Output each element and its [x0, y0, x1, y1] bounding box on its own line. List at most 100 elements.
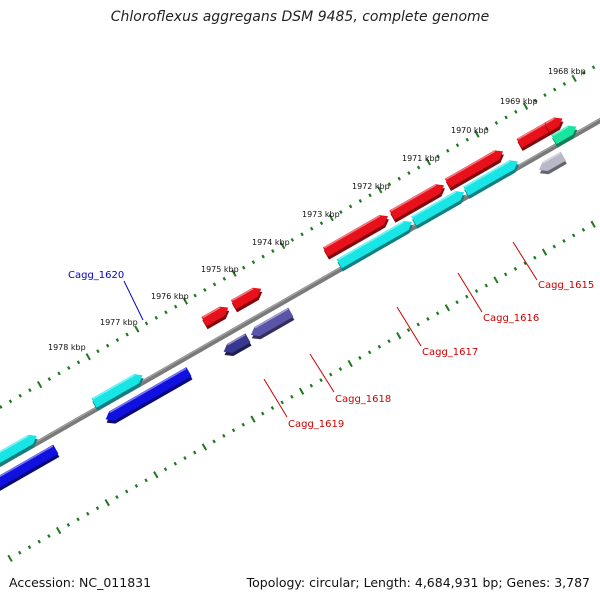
- scale-tick: [591, 65, 596, 70]
- gene-label-leader: [309, 353, 335, 393]
- gene-label: Cagg_1619: [288, 419, 344, 430]
- gene-arrow-body: [551, 125, 577, 145]
- scale-tick: [407, 171, 411, 176]
- gene-arrow-body: [230, 287, 262, 310]
- gene-arrow-body: [223, 333, 251, 353]
- scale-tick: [319, 221, 324, 226]
- gene-arrow-body: [201, 306, 229, 327]
- gene-arrow-highlight: [231, 287, 254, 302]
- scale-tick: [300, 232, 304, 237]
- scale-tick: [27, 545, 32, 550]
- scale-tick: [47, 377, 52, 381]
- scale-tick: [494, 121, 499, 125]
- gene-arrow-highlight: [464, 160, 511, 188]
- scale-tick: [533, 98, 537, 103]
- scale-tick: [426, 316, 430, 321]
- gene-arrow: [105, 367, 193, 424]
- scale-tick: [347, 359, 353, 368]
- scale-tick: [212, 282, 217, 287]
- gene-arrow-highlight: [337, 221, 405, 261]
- scale-tick: [37, 539, 41, 544]
- gene-arrow-highlight: [323, 215, 381, 249]
- scale-tick: [144, 478, 148, 483]
- scale-tick: [222, 433, 226, 438]
- scale-tick: [201, 443, 208, 451]
- scale-tick: [173, 461, 178, 466]
- scale-tick: [523, 261, 527, 266]
- scale-tick: [193, 293, 197, 298]
- scale-tick: [279, 241, 286, 250]
- upper-scale-track: [0, 65, 596, 409]
- scale-tick: [261, 254, 265, 259]
- scale-tick: [504, 115, 508, 120]
- scale-tick: [153, 471, 159, 479]
- scale-tick: [319, 378, 323, 383]
- scale-label: 1977 kbp: [100, 318, 138, 327]
- scale-tick: [474, 130, 480, 138]
- gene-arrow: [223, 333, 252, 357]
- gene-arrow: [336, 220, 414, 272]
- scale-tick: [250, 415, 256, 423]
- scale-tick: [183, 456, 187, 461]
- scale-tick: [231, 269, 237, 277]
- scale-tick: [493, 276, 499, 284]
- gene-label-leader: [396, 306, 422, 347]
- scale-tick: [309, 226, 314, 231]
- scale-tick: [484, 283, 488, 288]
- scale-tick: [396, 331, 402, 340]
- gene-label: Cagg_1615: [538, 280, 594, 291]
- gene-arrow: [0, 434, 38, 467]
- gene-arrow: [230, 287, 263, 313]
- gene-arrow-highlight: [412, 191, 457, 218]
- scale-tick: [241, 265, 246, 270]
- scale-tick: [241, 422, 246, 427]
- gene-arrow-highlight: [227, 334, 246, 346]
- scale-tick: [358, 198, 363, 203]
- scale-tick: [484, 126, 489, 131]
- scale-tick: [163, 467, 168, 472]
- scale-tick: [446, 148, 450, 153]
- scale-tick: [47, 534, 51, 538]
- scale-tick: [328, 372, 333, 377]
- gene-arrow: [444, 150, 504, 191]
- scale-tick: [251, 260, 256, 265]
- gene-arrow-highlight: [445, 150, 496, 180]
- scale-tick: [377, 344, 382, 349]
- gene-label: Cagg_1618: [335, 394, 391, 405]
- scale-tick: [86, 511, 90, 516]
- gene-arrow: [544, 117, 564, 136]
- gene-label-leader: [123, 280, 144, 321]
- scale-tick: [18, 393, 22, 398]
- scale-tick: [271, 249, 275, 253]
- gene-arrow: [551, 125, 578, 148]
- scale-tick: [465, 294, 469, 299]
- scale-tick: [182, 297, 189, 305]
- scale-tick: [66, 522, 71, 527]
- scale-tick: [358, 355, 362, 360]
- gene-arrow-highlight: [202, 306, 221, 319]
- gene-arrow: [463, 160, 519, 199]
- scale-tick: [416, 322, 420, 327]
- scale-tick: [562, 239, 566, 243]
- scale-label: 1970 kbp: [451, 126, 489, 135]
- gene-arrow: [322, 215, 389, 260]
- scale-tick: [435, 311, 440, 316]
- scale-label: 1972 kbp: [352, 182, 390, 191]
- gene-label: Cagg_1617: [422, 347, 478, 358]
- gene-arrow-highlight: [92, 374, 135, 400]
- gene-arrow-highlight: [109, 367, 187, 413]
- scale-tick: [203, 288, 207, 292]
- scale-tick: [95, 506, 100, 511]
- scale-tick: [104, 499, 110, 507]
- scale-label: 1974 kbp: [252, 238, 290, 247]
- gene-arrow-body: [389, 184, 445, 220]
- gene-label-leader: [263, 378, 288, 418]
- scale-label: 1978 kbp: [48, 343, 86, 352]
- gene-arrow-body: [0, 434, 37, 463]
- scale-tick: [96, 349, 100, 354]
- scale-tick: [541, 248, 548, 256]
- gene-label: Cagg_1616: [483, 313, 539, 324]
- scale-tick: [348, 204, 353, 209]
- scale-tick: [231, 428, 236, 433]
- gene-arrow: [538, 151, 567, 175]
